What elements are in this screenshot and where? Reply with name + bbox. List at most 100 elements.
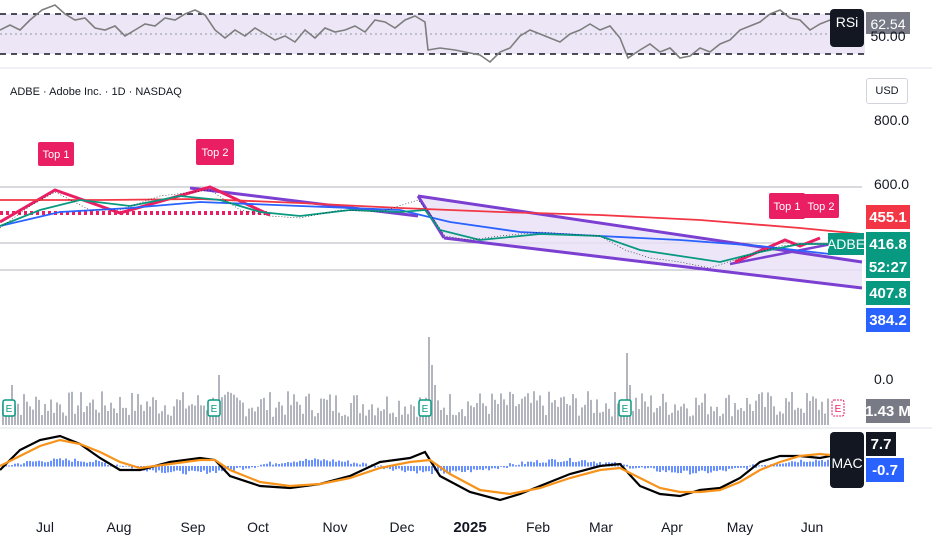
macd-hist-bar [599,462,601,467]
volume-bar [410,404,412,425]
macd-hist-bar [17,463,19,467]
volume-bar [314,416,316,425]
macd-value2-badge [866,458,904,482]
earnings-marker-4: E [618,399,632,417]
macd-hist-bar [566,460,568,467]
macd-hist-bar [266,463,268,467]
macd-hist-bar [272,464,274,467]
volume-bar [302,413,304,425]
macd-hist-bar [59,458,61,467]
rsi-value: 62.54 [870,16,905,32]
macd-hist-bar [626,464,628,467]
macd-hist-bar [719,466,721,470]
macd-hist-bar [623,464,625,467]
macd-hist-bar [728,466,730,469]
volume-bar [515,406,517,425]
volume-bar [521,398,523,425]
symbol-header[interactable]: ADBE · Adobe Inc. · 1D · NASDAQ [10,86,182,98]
volume-bar [551,402,553,425]
volume-bar [242,402,244,425]
macd-hist-bar [668,466,670,471]
macd-hist-bar [593,461,595,467]
top1-left-box[interactable] [38,142,74,166]
volume-bar [428,337,430,425]
top1-right-box[interactable] [769,193,805,219]
top2-left-box[interactable] [196,139,234,165]
macd-hist-bar [104,462,106,467]
macd-hist-bar [20,464,22,467]
volume-bar [140,404,142,425]
macd-hist-bar [437,466,439,472]
volume-bar [23,394,25,425]
macd-hist-bar [269,461,271,467]
macd-hist-bar [125,465,127,467]
volume-bar [95,409,97,425]
macd-hist-bar [803,461,805,467]
macd-hist-bar [38,460,40,467]
volume-bar [203,405,205,425]
volume-bar [761,392,763,425]
macd-hist-bar [698,466,700,472]
volume-bar [500,393,502,425]
volume-bar [815,398,817,425]
time-label-may: May [727,519,753,535]
macd-hist-bar [185,466,187,475]
double-top-right[interactable] [734,236,821,264]
rsi-line [0,4,835,64]
macd-hist-bar [530,461,532,467]
macd-hist-bar [227,466,229,469]
volume-bar [593,412,595,425]
macd-hist-bar [785,463,787,467]
macd-hist-bar [344,461,346,467]
macd-hist-bar [452,466,454,471]
ma-blue-line [0,201,831,255]
currency-button[interactable]: USD [866,78,908,104]
macd-hist-bar [35,461,37,467]
macd-hist-bar [359,464,361,467]
volume-bar [632,410,634,425]
macd-hist-bar [65,458,67,467]
macd-hist-bar [764,465,766,467]
macd-hist-bar [131,466,133,469]
volume-bar [260,399,262,425]
earnings-markers[interactable]: E E E E E [2,399,845,417]
macd-hist-bar [557,462,559,467]
volume-bar [92,399,94,425]
macd-hist-bar [743,466,745,468]
volume-bar [74,413,76,425]
macd-value1: 7.7 [871,436,892,453]
macd-hist-bar [521,461,523,467]
volume-bar [821,401,823,425]
time-label-2025: 2025 [453,519,486,536]
macd-hist-bar [725,466,727,472]
volume-bar [722,413,724,425]
macd-hist-bar [755,466,757,468]
volume-bar [779,411,781,425]
volume-bar [512,393,514,425]
macd-hist-bar [197,466,199,472]
volume-bar [377,407,379,425]
volume-bar [785,398,787,425]
macd-hist-bar [224,466,226,472]
volume-bar [368,409,370,425]
volume-bar [224,394,226,425]
volume-bar [770,396,772,425]
rsi-value-badge [866,12,910,34]
volume-bar [620,416,622,425]
volume-bar [530,402,532,425]
volume-bar [569,405,571,425]
volume-bar [662,393,664,425]
volume-bar [98,412,100,425]
volume-bar [137,394,139,425]
macd-hist-bar [47,461,49,467]
volume-bar [518,404,520,425]
earnings-marker-5: E [831,399,845,417]
volume-bar [524,396,526,425]
volume-bar [689,416,691,425]
volume-bar [71,391,73,425]
volume-bar [110,402,112,425]
volume-bar [245,416,247,425]
top2-right-box[interactable] [803,194,839,218]
time-label-sep: Sep [181,519,206,535]
